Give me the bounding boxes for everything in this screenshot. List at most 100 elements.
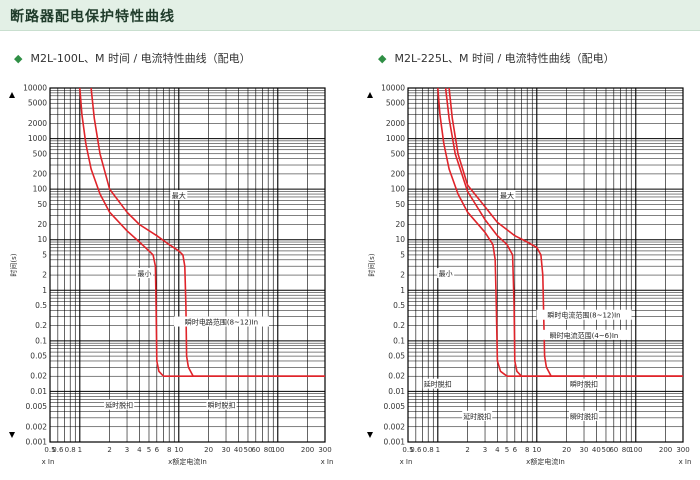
chart-1-y-tick-label: 1000 [28, 134, 47, 143]
chart-2-y-tick-label: 0.005 [384, 402, 406, 411]
chart-2-x-tick-label: 20 [562, 446, 571, 454]
chart-2-annotation-bg [569, 410, 600, 421]
chart-1-y-tick-label: 0.01 [30, 387, 47, 396]
chart-1-y-tick-label: 10 [37, 235, 47, 244]
chart-2-annotation-bg [536, 309, 632, 320]
chart-1-y-arrow-down-icon [9, 432, 15, 438]
bullet-icon: ◆ [378, 52, 387, 65]
chart-1-x-tick-label: 30 [222, 446, 231, 454]
chart-1-subtitle: ◆ M2L-100L、M 时间 / 电流特性曲线（配电） [14, 50, 251, 66]
chart-2-x-tick-label: 6 [513, 446, 518, 454]
chart-1-x-tick-label: 100 [271, 446, 284, 454]
chart-1-y-tick-label: 2000 [28, 119, 47, 128]
chart-1-y-tick-label: 0.5 [35, 301, 47, 310]
chart-2-y-tick-label: 20 [395, 220, 405, 229]
page-title: 断路器配电保护特性曲线 [10, 9, 175, 25]
chart-2-x-tick-label: 10 [532, 446, 541, 454]
chart-2-y-tick-label: 0.002 [384, 422, 406, 431]
chart-2-annotation-bg [539, 329, 629, 340]
chart-1-annotation-bg [206, 399, 237, 410]
chart-1-y-tick-label: 0.2 [35, 321, 47, 330]
chart-1-x-tick-label: 40 [234, 446, 243, 454]
chart-1-x-tick-label: 0.5 [44, 446, 55, 454]
chart-1-x-axis-unit-left: x In [42, 458, 55, 466]
chart-1-series-2-curve [90, 87, 325, 378]
chart-2-x-tick-label: 100 [629, 446, 642, 454]
chart-2-x-axis-unit-left: x In [400, 458, 413, 466]
chart-2-x-tick-label: 4 [495, 446, 500, 454]
chart-2-y-tick-label: 10 [395, 235, 405, 244]
chart-2-x-tick-label: 8 [525, 446, 529, 454]
chart-2-series-2-curve [444, 87, 683, 378]
chart-1-x-axis-label: x额定电流In [168, 457, 207, 466]
chart-1-x-axis-unit-right: x In [321, 458, 334, 466]
chart-2-y-tick-label: 0.001 [384, 438, 406, 447]
chart-1-y-tick-label: 0.001 [26, 438, 48, 447]
chart-1-y-axis-label: 时间(s) [9, 253, 18, 276]
chart-1-annotation-label: 瞬时脱扣 [207, 401, 235, 410]
chart-1-x-tick-label: 20 [204, 446, 213, 454]
chart-2-x-tick-label: 1 [436, 446, 440, 454]
chart-1-x-tick-label: 1 [78, 446, 82, 454]
bullet-icon: ◆ [14, 52, 23, 65]
chart-1-x-tick-label: 10 [174, 446, 183, 454]
chart-2-y-tick-label: 0.2 [393, 321, 405, 330]
chart-2-annotation-bg [422, 378, 453, 389]
chart-1-y-tick-label: 0.002 [26, 422, 48, 431]
chart-2-y-tick-label: 0.5 [393, 301, 405, 310]
chart-1-annotation-label: 延时脱扣 [105, 401, 133, 410]
chart-1-y-tick-label: 200 [33, 169, 48, 178]
chart-2-annotation-label: 延时脱扣 [424, 380, 452, 389]
chart-1-x-tick-label: 200 [301, 446, 314, 454]
chart-2-x-tick-label: 60 [609, 446, 618, 454]
chart-2-annotation-bg [437, 268, 455, 279]
chart-2-x-tick-label: 3 [483, 446, 487, 454]
chart-1-annotation-bg [170, 189, 188, 200]
header-banner: 断路器配电保护特性曲线 [0, 0, 700, 31]
chart-1-y-tick-label: 20 [37, 220, 47, 229]
chart-2-y-tick-label: 0.05 [388, 352, 405, 361]
chart-2-annotation-label: 最大 [500, 191, 514, 200]
chart-2-x-tick-label: 40 [592, 446, 601, 454]
chart-1-x-tick-label: 8 [167, 446, 171, 454]
chart-2-x-tick-label: 30 [580, 446, 589, 454]
chart-2-x-tick-label: 80 [622, 446, 631, 454]
chart-2-y-tick-label: 0.01 [388, 387, 405, 396]
chart-2-y-arrow-up-icon [367, 92, 373, 98]
chart-2-annotation-label: 瞬时电流范围(4~6)In [550, 331, 619, 340]
chart-2-y-tick-label: 100 [391, 185, 406, 194]
chart-2-x-tick-label: 5 [505, 446, 509, 454]
chart-2-y-tick-label: 1 [400, 286, 405, 295]
chart-2-annotation-label: 瞬时脱扣 [570, 412, 598, 421]
chart-2-annotation-label: 延时脱扣 [463, 412, 491, 421]
chart-2-y-axis-label: 时间(s) [367, 253, 376, 276]
chart-2-x-tick-label: 50 [602, 446, 611, 454]
chart-1-x-tick-label: 6 [155, 446, 160, 454]
chart-2-y-tick-label: 0.02 [388, 372, 405, 381]
chart-2-y-tick-label: 0.1 [393, 336, 405, 345]
chart-2-y-tick-label: 50 [395, 200, 405, 209]
chart-1-annotation-label: 最小 [137, 269, 151, 278]
chart-2-subtitle: ◆ M2L-225L、M 时间 / 电流特性曲线（配电） [378, 50, 615, 66]
chart-2-annotation-label: 瞬时电流范围(8~12)In [547, 311, 620, 320]
chart-1-x-tick-label: 4 [137, 446, 142, 454]
chart-1-y-tick-label: 2 [42, 271, 47, 280]
chart-2-annotation-bg [498, 189, 516, 200]
chart-1-y-tick-label: 500 [33, 149, 48, 158]
chart-2-annotation-bg [569, 378, 600, 389]
chart-1-x-tick-label: 60 [251, 446, 260, 454]
chart-2-x-tick-label: 200 [659, 446, 672, 454]
chart-1-x-tick-label: 50 [244, 446, 253, 454]
chart-2-x-tick-label: 300 [676, 446, 689, 454]
chart-2-annotation-bg [462, 410, 493, 421]
chart-1-plot-frame [49, 87, 326, 443]
chart-1-series-1-curve [79, 87, 325, 378]
chart-2-x-tick-label: 0.8 [423, 446, 434, 454]
chart-1-x-tick-label: 0.6 [52, 446, 64, 454]
chart-1-x-tick-label: 2 [107, 446, 111, 454]
chart-1-x-tick-label: 0.8 [65, 446, 76, 454]
chart-1-y-tick-label: 5000 [28, 99, 47, 108]
chart-2-annotation-label: 最小 [439, 269, 453, 278]
chart-1-annotation-bg [135, 268, 153, 279]
